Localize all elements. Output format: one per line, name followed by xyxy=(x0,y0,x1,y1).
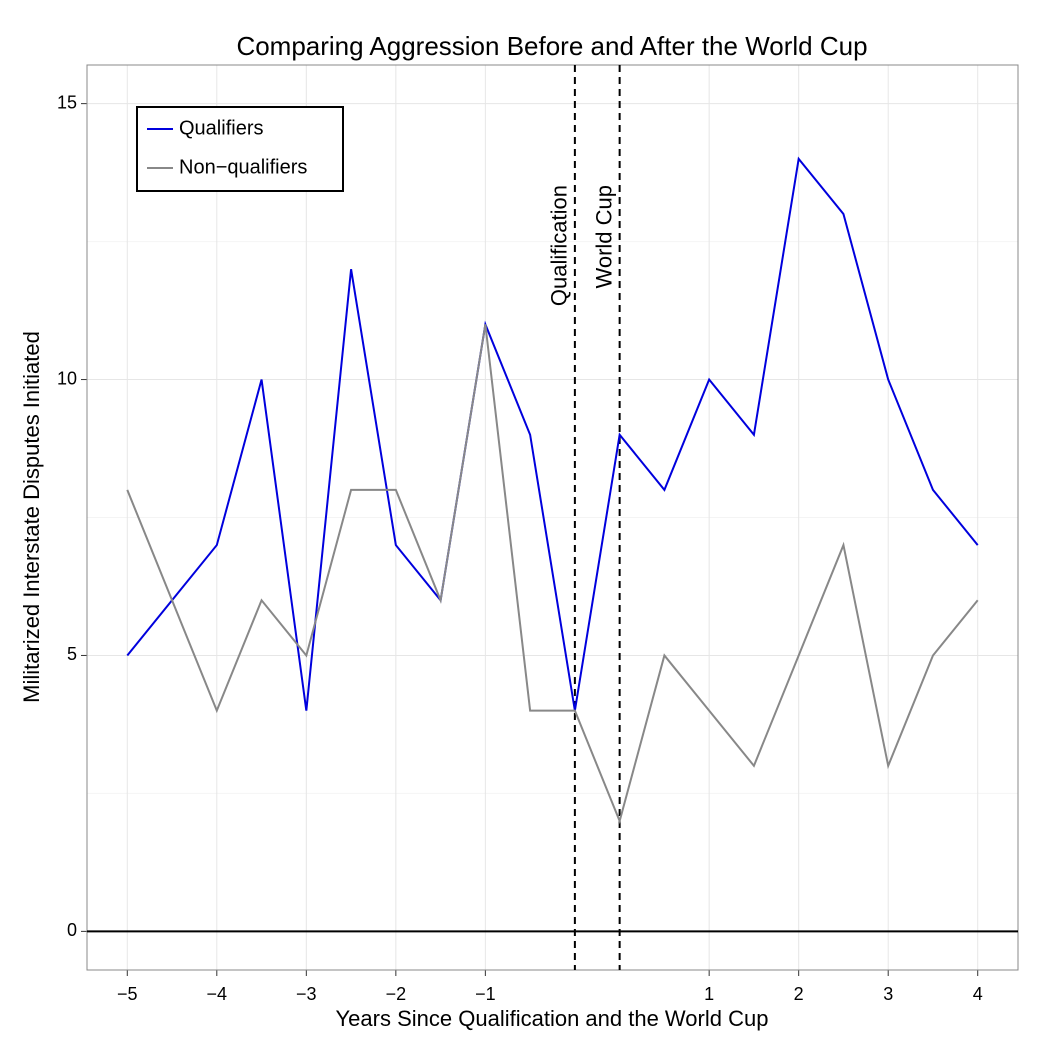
plot-border xyxy=(86,64,1019,971)
series-line xyxy=(126,324,979,825)
y-tick-label: 15 xyxy=(57,92,77,112)
annotation-label: World Cup xyxy=(591,185,616,289)
y-axis-label: Militarized Interstate Disputes Initiate… xyxy=(19,331,44,703)
y-tick-label: 5 xyxy=(67,644,77,664)
annotation-label: Qualification xyxy=(547,185,572,306)
x-tick-label: 1 xyxy=(704,984,714,1004)
x-axis-label: Years Since Qualification and the World … xyxy=(336,1006,769,1031)
x-tick-label: −3 xyxy=(296,984,317,1004)
legend-label: Qualifiers xyxy=(179,117,263,139)
x-tick-label: 4 xyxy=(973,984,983,1004)
chart-title: Comparing Aggression Before and After th… xyxy=(236,31,867,61)
x-tick-label: 2 xyxy=(794,984,804,1004)
x-tick-label: 3 xyxy=(883,984,893,1004)
x-tick-label: −2 xyxy=(386,984,407,1004)
x-tick-label: −1 xyxy=(475,984,496,1004)
series-line xyxy=(126,156,979,711)
x-tick-label: −4 xyxy=(207,984,228,1004)
legend-label: Non−qualifiers xyxy=(179,156,307,178)
legend-box xyxy=(136,106,344,192)
x-tick-label: −5 xyxy=(117,984,138,1004)
y-tick-label: 0 xyxy=(67,920,77,940)
y-tick-label: 10 xyxy=(57,368,77,388)
